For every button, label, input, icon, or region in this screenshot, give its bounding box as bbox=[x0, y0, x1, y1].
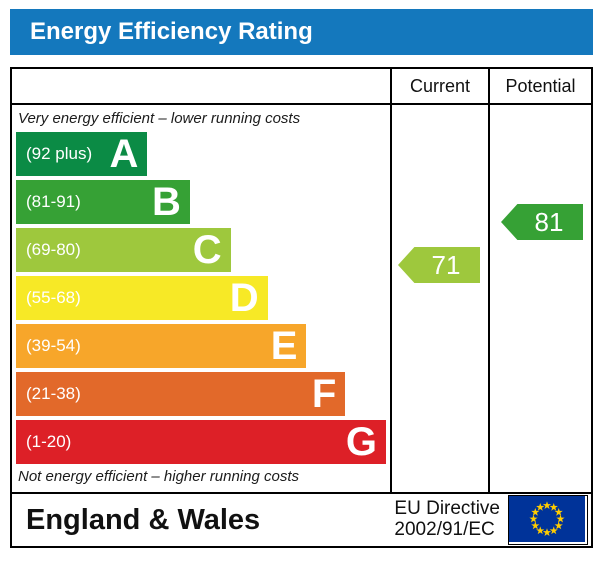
chart-title: Energy Efficiency Rating bbox=[10, 9, 593, 55]
column-header-potential: Potential bbox=[505, 75, 576, 96]
band-range-label: (81-91) bbox=[26, 192, 81, 211]
potential-column: 81 bbox=[490, 105, 591, 492]
eu-directive-label: EU Directive 2002/91/EC bbox=[394, 498, 500, 541]
rating-band: (1-20) G bbox=[16, 420, 386, 464]
band-range-label: (39-54) bbox=[26, 336, 81, 355]
eu-directive-line1: EU Directive bbox=[394, 498, 500, 520]
eu-flag-icon bbox=[508, 495, 588, 545]
region-label: England & Wales bbox=[26, 503, 261, 536]
potential-rating-arrow: 81 bbox=[501, 204, 583, 240]
epc-chart: Energy Efficiency Rating Current Potenti… bbox=[10, 9, 593, 548]
band-letter: G bbox=[345, 420, 377, 464]
eu-directive-line2: 2002/91/EC bbox=[394, 519, 495, 540]
rating-band: (92 plus) A bbox=[16, 132, 148, 176]
bottom-note: Not energy efficient – higher running co… bbox=[18, 468, 299, 485]
bands-container: Very energy efficient – lower running co… bbox=[12, 105, 392, 492]
column-header-current: Current bbox=[392, 69, 490, 103]
rating-band: (81-91) B bbox=[16, 180, 190, 224]
band-range-label: (21-38) bbox=[26, 384, 81, 403]
band-letter: B bbox=[152, 180, 181, 224]
top-note: Very energy efficient – lower running co… bbox=[18, 110, 301, 127]
band-rows: (92 plus) A (81-91) B (69-80) C (55-68) … bbox=[16, 132, 386, 464]
band-range-label: (1-20) bbox=[26, 432, 72, 451]
current-rating-arrow: 71 bbox=[398, 247, 480, 283]
band-letter: A bbox=[109, 132, 139, 176]
band-letter: E bbox=[270, 324, 298, 368]
rating-band: (21-38) F bbox=[16, 372, 346, 416]
table-header: Current Potential bbox=[12, 69, 591, 105]
band-range-label: (92 plus) bbox=[26, 144, 93, 163]
band-range-label: (69-80) bbox=[26, 240, 81, 259]
table-body: Very energy efficient – lower running co… bbox=[12, 105, 591, 492]
current-rating-value: 71 bbox=[431, 249, 461, 280]
header-spacer-cell bbox=[12, 69, 392, 103]
band-letter: D bbox=[229, 276, 259, 320]
band-letter: C bbox=[192, 228, 222, 272]
band-letter: F bbox=[311, 372, 337, 416]
rating-band: (39-54) E bbox=[16, 324, 307, 368]
rating-table: Current Potential Very energy efficient … bbox=[10, 67, 593, 494]
potential-rating-value: 81 bbox=[534, 206, 564, 237]
rating-band: (55-68) D bbox=[16, 276, 268, 320]
rating-band: (69-80) C bbox=[16, 228, 231, 272]
table-footer: England & Wales EU Directive 2002/91/EC bbox=[10, 494, 593, 548]
band-range-label: (55-68) bbox=[26, 288, 81, 307]
current-column: 71 bbox=[392, 105, 490, 492]
